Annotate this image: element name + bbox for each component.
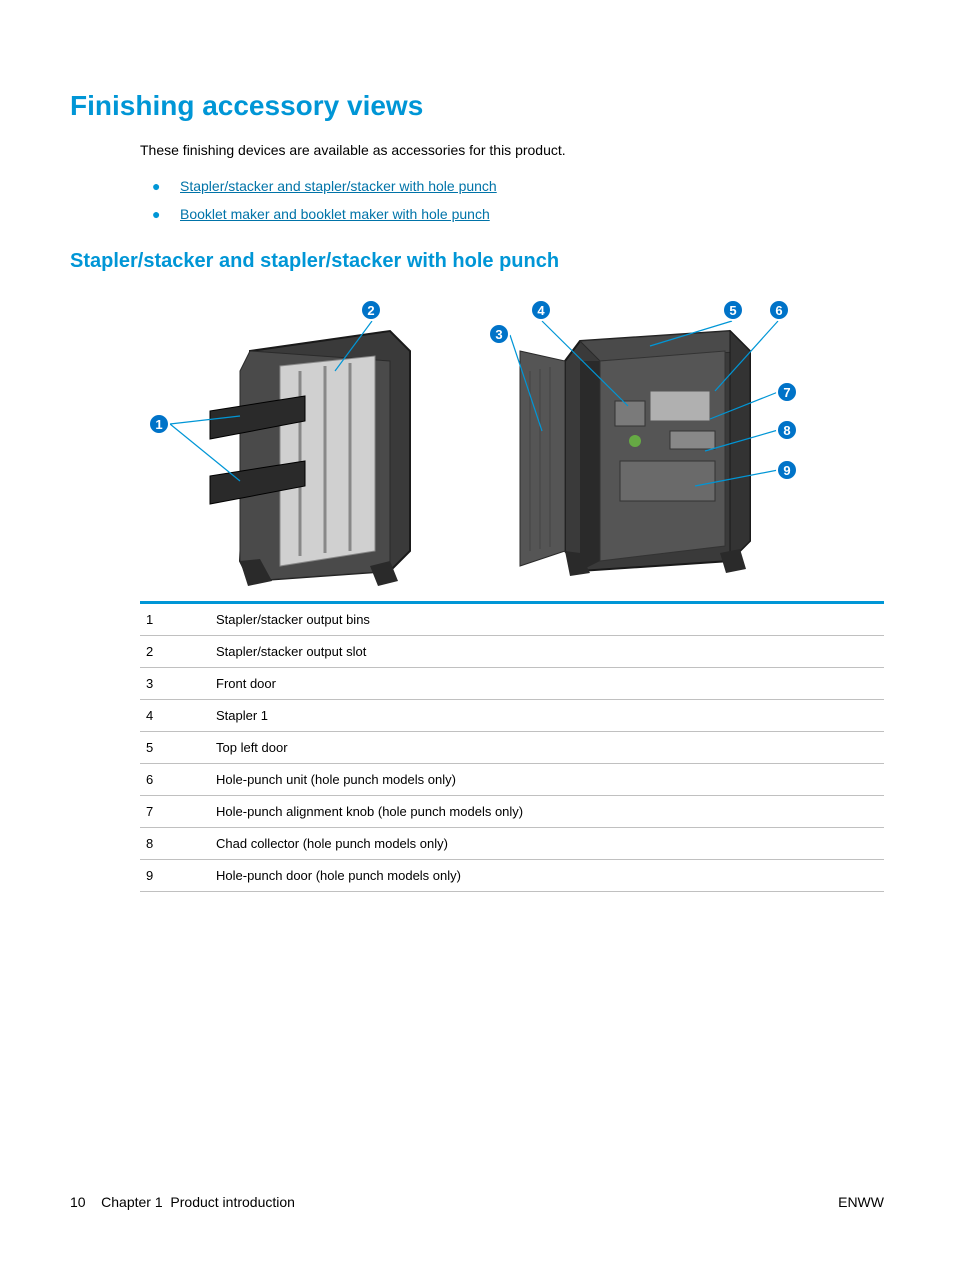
- device-left-icon: [140, 291, 440, 591]
- part-label: Stapler/stacker output bins: [210, 603, 884, 636]
- callout-1: 1: [148, 413, 170, 435]
- list-item: Booklet maker and booklet maker with hol…: [140, 206, 884, 222]
- part-number: 4: [140, 700, 210, 732]
- part-number: 9: [140, 860, 210, 892]
- part-number: 1: [140, 603, 210, 636]
- list-item: Stapler/stacker and stapler/stacker with…: [140, 178, 884, 194]
- part-label: Hole-punch door (hole punch models only): [210, 860, 884, 892]
- callout-3: 3: [488, 323, 510, 345]
- link-list: Stapler/stacker and stapler/stacker with…: [70, 178, 884, 222]
- part-label: Top left door: [210, 732, 884, 764]
- table-row: 2Stapler/stacker output slot: [140, 636, 884, 668]
- table-row: 3Front door: [140, 668, 884, 700]
- part-number: 8: [140, 828, 210, 860]
- section-heading: Stapler/stacker and stapler/stacker with…: [70, 250, 884, 273]
- chapter-label: Chapter 1: [101, 1194, 162, 1210]
- part-label: Hole-punch unit (hole punch models only): [210, 764, 884, 796]
- footer-left: 10 Chapter 1 Product introduction: [70, 1194, 295, 1210]
- callout-7: 7: [776, 381, 798, 403]
- part-label: Stapler 1: [210, 700, 884, 732]
- intro-text: These finishing devices are available as…: [70, 142, 884, 158]
- table-row: 8Chad collector (hole punch models only): [140, 828, 884, 860]
- figure-left: 1 2: [140, 291, 440, 591]
- part-label: Chad collector (hole punch models only): [210, 828, 884, 860]
- part-number: 2: [140, 636, 210, 668]
- callout-5: 5: [722, 299, 744, 321]
- table-row: 5Top left door: [140, 732, 884, 764]
- part-label: Hole-punch alignment knob (hole punch mo…: [210, 796, 884, 828]
- page-heading: Finishing accessory views: [70, 90, 884, 122]
- page-number: 10: [70, 1194, 86, 1210]
- table-row: 1Stapler/stacker output bins: [140, 603, 884, 636]
- part-number: 6: [140, 764, 210, 796]
- part-number: 3: [140, 668, 210, 700]
- table-row: 9Hole-punch door (hole punch models only…: [140, 860, 884, 892]
- callout-2: 2: [360, 299, 382, 321]
- table-row: 4Stapler 1: [140, 700, 884, 732]
- part-label: Stapler/stacker output slot: [210, 636, 884, 668]
- part-number: 7: [140, 796, 210, 828]
- parts-table: 1Stapler/stacker output bins2Stapler/sta…: [140, 601, 884, 892]
- figure-row: 1 2: [70, 291, 884, 591]
- footer-right: ENWW: [838, 1194, 884, 1210]
- part-number: 5: [140, 732, 210, 764]
- callout-9: 9: [776, 459, 798, 481]
- device-right-icon: [470, 291, 810, 591]
- link-booklet-maker[interactable]: Booklet maker and booklet maker with hol…: [180, 206, 490, 222]
- callout-6: 6: [768, 299, 790, 321]
- callout-8: 8: [776, 419, 798, 441]
- part-label: Front door: [210, 668, 884, 700]
- callout-4: 4: [530, 299, 552, 321]
- table-row: 7Hole-punch alignment knob (hole punch m…: [140, 796, 884, 828]
- chapter-title: Product introduction: [170, 1194, 295, 1210]
- page-footer: 10 Chapter 1 Product introduction ENWW: [70, 1194, 884, 1210]
- table-row: 6Hole-punch unit (hole punch models only…: [140, 764, 884, 796]
- document-page: Finishing accessory views These finishin…: [0, 0, 954, 1270]
- figure-right: 3 4 5 6 7 8 9: [470, 291, 810, 591]
- link-stapler-stacker[interactable]: Stapler/stacker and stapler/stacker with…: [180, 178, 497, 194]
